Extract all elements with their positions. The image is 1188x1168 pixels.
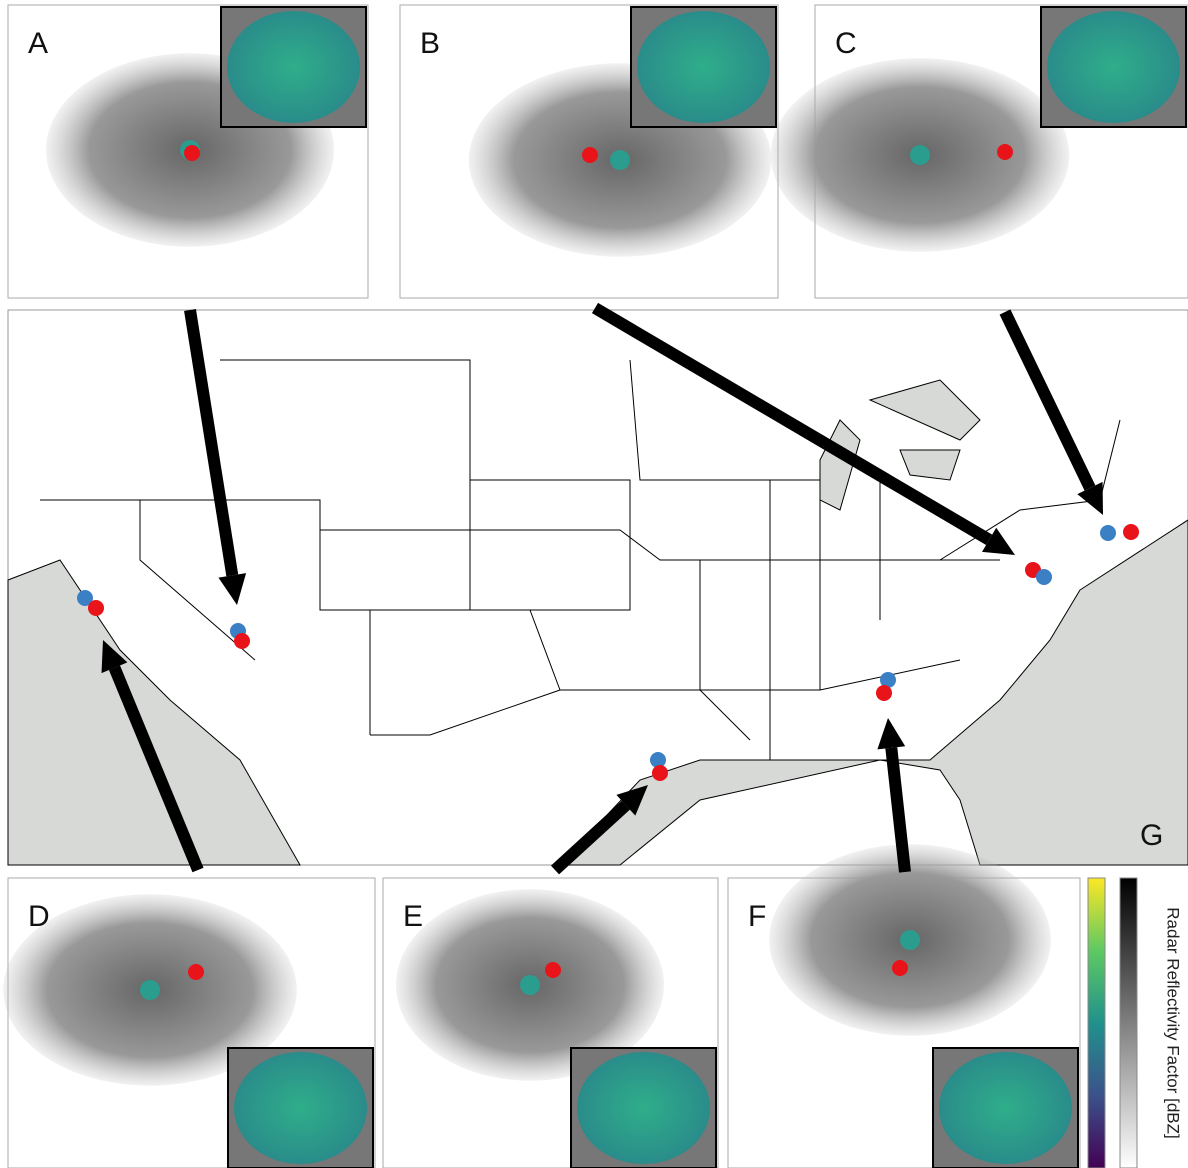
radar-site (910, 145, 930, 165)
radar-panel: F (728, 844, 1080, 1168)
colorbar-label: Radar Reflectivity Factor [dBZ] (1164, 907, 1183, 1138)
station-dot (892, 960, 908, 976)
radar-site (520, 975, 540, 995)
station-dot (997, 144, 1013, 160)
radar-panel: D (3, 878, 375, 1168)
station-dot (1036, 569, 1052, 585)
station-dot (234, 633, 250, 649)
inset-radar (577, 1052, 710, 1164)
radar-site (610, 150, 630, 170)
station-dot (188, 964, 204, 980)
inset-radar (939, 1052, 1072, 1164)
station-dot (88, 600, 104, 616)
station-dot (652, 765, 668, 781)
station-dot (582, 147, 598, 163)
main-map: G (8, 310, 1188, 865)
inset-radar (637, 11, 770, 123)
panel-label: G (1140, 819, 1163, 852)
inset-radar (1047, 11, 1180, 123)
panel-label: B (420, 27, 440, 60)
radar-panel: A (8, 5, 368, 298)
station-dot (545, 962, 561, 978)
inset-radar (227, 11, 360, 123)
radar-site (900, 930, 920, 950)
station-dot (1123, 524, 1139, 540)
panel-label: D (28, 900, 50, 933)
radar-panel: E (383, 878, 718, 1168)
inset-radar (234, 1052, 367, 1164)
panel-label: C (835, 27, 857, 60)
panel-label: E (403, 900, 423, 933)
station-dot (1100, 525, 1116, 541)
station-dot (876, 685, 892, 701)
colorbar: Radar Reflectivity Factor [dBZ] (1088, 878, 1183, 1168)
radar-panel: C (771, 5, 1188, 298)
station-dot (184, 145, 200, 161)
panel-label: F (748, 900, 766, 933)
radar-site (140, 980, 160, 1000)
figure: G A B C D E F Radar Reflectivity Factor [dBZ] (0, 0, 1188, 1168)
panel-label: A (28, 27, 48, 60)
radar-panel: B (400, 5, 778, 298)
